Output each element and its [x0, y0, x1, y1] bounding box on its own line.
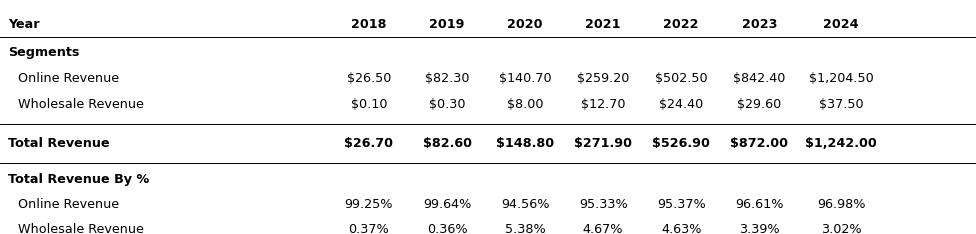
Text: 4.63%: 4.63% — [661, 223, 702, 234]
Text: $26.50: $26.50 — [346, 72, 391, 85]
Text: 3.39%: 3.39% — [739, 223, 780, 234]
Text: Total Revenue: Total Revenue — [8, 137, 109, 150]
Text: Segments: Segments — [8, 46, 79, 59]
Text: $842.40: $842.40 — [733, 72, 786, 85]
Text: $37.50: $37.50 — [819, 98, 864, 111]
Text: $24.40: $24.40 — [659, 98, 704, 111]
Text: 95.33%: 95.33% — [579, 198, 628, 211]
Text: Total Revenue By %: Total Revenue By % — [8, 172, 149, 186]
Text: 96.61%: 96.61% — [735, 198, 784, 211]
Text: Wholesale Revenue: Wholesale Revenue — [18, 98, 143, 111]
Text: 0.37%: 0.37% — [348, 223, 389, 234]
Text: $12.70: $12.70 — [581, 98, 626, 111]
Text: $29.60: $29.60 — [737, 98, 782, 111]
Text: 95.37%: 95.37% — [657, 198, 706, 211]
Text: 2022: 2022 — [664, 18, 699, 31]
Text: $140.70: $140.70 — [499, 72, 551, 85]
Text: $26.70: $26.70 — [345, 137, 393, 150]
Text: $82.60: $82.60 — [423, 137, 471, 150]
Text: $148.80: $148.80 — [496, 137, 554, 150]
Text: 4.67%: 4.67% — [583, 223, 624, 234]
Text: 94.56%: 94.56% — [501, 198, 549, 211]
Text: $502.50: $502.50 — [655, 72, 708, 85]
Text: 0.36%: 0.36% — [427, 223, 468, 234]
Text: $1,204.50: $1,204.50 — [809, 72, 874, 85]
Text: Year: Year — [8, 18, 39, 31]
Text: 2019: 2019 — [429, 18, 465, 31]
Text: Online Revenue: Online Revenue — [18, 72, 119, 85]
Text: $271.90: $271.90 — [574, 137, 632, 150]
Text: $1,242.00: $1,242.00 — [805, 137, 877, 150]
Text: Online Revenue: Online Revenue — [18, 198, 119, 211]
Text: $0.10: $0.10 — [350, 98, 387, 111]
Text: 3.02%: 3.02% — [821, 223, 862, 234]
Text: 99.25%: 99.25% — [345, 198, 393, 211]
Text: $82.30: $82.30 — [425, 72, 469, 85]
Text: 2023: 2023 — [742, 18, 777, 31]
Text: 96.98%: 96.98% — [817, 198, 866, 211]
Text: 5.38%: 5.38% — [505, 223, 546, 234]
Text: $259.20: $259.20 — [577, 72, 630, 85]
Text: 2024: 2024 — [824, 18, 859, 31]
Text: $0.30: $0.30 — [428, 98, 466, 111]
Text: 99.64%: 99.64% — [423, 198, 471, 211]
Text: Wholesale Revenue: Wholesale Revenue — [18, 223, 143, 234]
Text: 2021: 2021 — [586, 18, 621, 31]
Text: 2020: 2020 — [508, 18, 543, 31]
Text: $8.00: $8.00 — [507, 98, 544, 111]
Text: $526.90: $526.90 — [652, 137, 711, 150]
Text: 2018: 2018 — [351, 18, 386, 31]
Text: $872.00: $872.00 — [730, 137, 789, 150]
